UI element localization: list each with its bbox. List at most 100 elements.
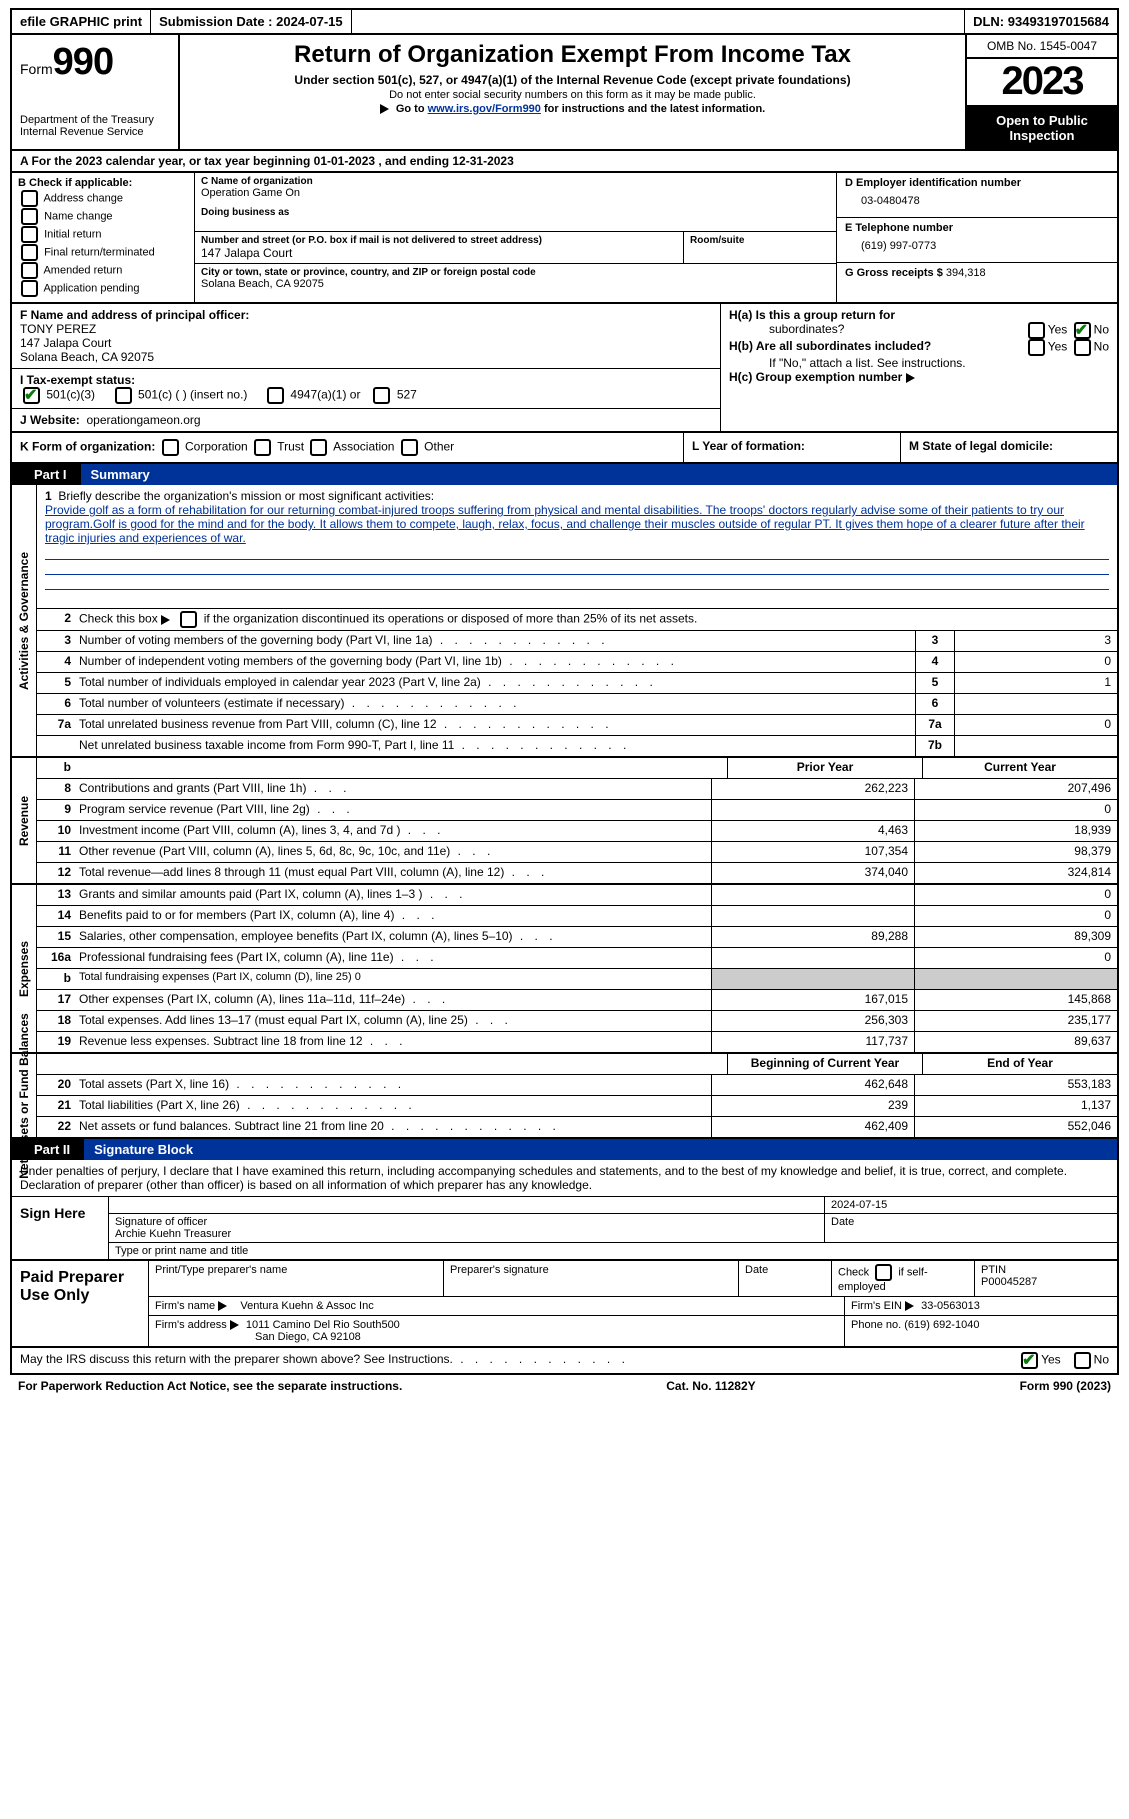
checkbox-name-change[interactable] [21,208,38,225]
section-bcd: B Check if applicable: Address change Na… [10,173,1119,304]
summary-line: 22Net assets or fund balances. Subtract … [37,1117,1117,1137]
checkbox-501c3[interactable] [23,387,40,404]
checkbox-4947[interactable] [267,387,284,404]
dept-treasury: Department of the Treasury Internal Reve… [20,114,170,138]
section-fhij: F Name and address of principal officer:… [10,304,1119,433]
checkbox-501c[interactable] [115,387,132,404]
header-middle: Return of Organization Exempt From Incom… [180,35,967,149]
sign-here-block: Sign Here 2024-07-15 Signature of office… [10,1197,1119,1261]
header-left: Form990 Department of the Treasury Inter… [12,35,180,149]
checkbox-hb-no[interactable] [1074,339,1091,356]
summary-line: 16aProfessional fundraising fees (Part I… [37,948,1117,969]
sign-here-label: Sign Here [12,1197,109,1259]
omb-number: OMB No. 1545-0047 [967,35,1117,59]
checkbox-corp[interactable] [162,439,179,456]
net-assets-section: Net Assets or Fund Balances Beginning of… [10,1054,1119,1139]
form-subtitle-3: Go to www.irs.gov/Form990 for instructio… [190,103,955,115]
summary-line: 14Benefits paid to or for members (Part … [37,906,1117,927]
checkbox-final-return[interactable] [21,244,38,261]
summary-line: 13Grants and similar amounts paid (Part … [37,885,1117,906]
column-b: B Check if applicable: Address change Na… [12,173,195,302]
section-h: H(a) Is this a group return for subordin… [721,304,1117,431]
signature-intro: Under penalties of perjury, I declare th… [10,1160,1119,1197]
vtab-governance: Activities & Governance [12,485,37,756]
street-cell: Number and street (or P.O. box if mail i… [195,232,684,263]
city-cell: City or town, state or province, country… [195,264,836,293]
form-990-page: efile GRAPHIC print Submission Date : 20… [0,0,1129,1405]
checkbox-assoc[interactable] [310,439,327,456]
arrow-icon [906,373,915,383]
column-c: C Name of organization Operation Game On… [195,173,837,302]
row-l: L Year of formation: [684,433,901,462]
form-number: Form990 [20,41,170,84]
checkbox-527[interactable] [373,387,390,404]
may-discuss-row: May the IRS discuss this return with the… [10,1348,1119,1375]
cat-number: Cat. No. 11282Y [666,1379,755,1393]
form-title: Return of Organization Exempt From Incom… [190,41,955,69]
year-header-row: b Prior Year Current Year [37,758,1117,779]
arrow-icon [380,104,389,114]
dln: DLN: 93493197015684 [965,10,1117,33]
governance-section: Activities & Governance 1 Briefly descri… [10,485,1119,758]
arrow-icon [218,1301,227,1311]
form-footer: Form 990 (2023) [1020,1379,1111,1393]
preparer-block: Paid Preparer Use Only Print/Type prepar… [10,1261,1119,1348]
part-2-header: Part II Signature Block [10,1139,1119,1160]
summary-line: 20Total assets (Part X, line 16)462,6485… [37,1075,1117,1096]
checkbox-other[interactable] [401,439,418,456]
suite-cell: Room/suite [684,232,836,263]
submission-date: Submission Date : 2024-07-15 [151,10,352,33]
checkbox-ha-yes[interactable] [1028,322,1045,339]
arrow-icon [905,1301,914,1311]
summary-line: 4Number of independent voting members of… [37,652,1117,673]
summary-line: 3Number of voting members of the governi… [37,631,1117,652]
org-name-cell: C Name of organization Operation Game On… [195,173,836,232]
ein-cell: D Employer identification number 03-0480… [837,173,1117,218]
top-bar: efile GRAPHIC print Submission Date : 20… [10,8,1119,35]
row-m: M State of legal domicile: [901,433,1117,462]
mission-block: 1 Briefly describe the organization's mi… [37,485,1117,609]
phone-cell: E Telephone number (619) 997-0773 [837,218,1117,263]
part-1-box: Part I [12,464,81,485]
summary-line: 2Check this box if the organization disc… [37,609,1117,631]
form-header: Form990 Department of the Treasury Inter… [10,35,1119,151]
preparer-label: Paid Preparer Use Only [12,1261,149,1346]
summary-line: 11Other revenue (Part VIII, column (A), … [37,842,1117,863]
vtab-net: Net Assets or Fund Balances [12,1054,37,1137]
checkbox-trust[interactable] [254,439,271,456]
checkbox-self-employed[interactable] [875,1264,892,1281]
summary-line: Net unrelated business taxable income fr… [37,736,1117,756]
col-b-header: B Check if applicable: [18,177,188,189]
vtab-revenue: Revenue [12,758,37,883]
summary-line: 6Total number of volunteers (estimate if… [37,694,1117,715]
summary-line: 12Total revenue—add lines 8 through 11 (… [37,863,1117,883]
checkbox-amended[interactable] [21,262,38,279]
summary-line: 19Revenue less expenses. Subtract line 1… [37,1032,1117,1052]
expenses-section: Expenses 13Grants and similar amounts pa… [10,885,1119,1054]
checkbox-address-change[interactable] [21,190,38,207]
checkbox-discuss-no[interactable] [1074,1352,1091,1369]
irs-link[interactable]: www.irs.gov/Form990 [428,103,541,115]
checkbox-hb-yes[interactable] [1028,339,1045,356]
summary-line: 5Total number of individuals employed in… [37,673,1117,694]
checkbox-initial-return[interactable] [21,226,38,243]
net-header-row: Beginning of Current Year End of Year [37,1054,1117,1075]
summary-line: 10Investment income (Part VIII, column (… [37,821,1117,842]
footer-row: For Paperwork Reduction Act Notice, see … [10,1375,1119,1397]
checkbox-discuss-yes[interactable] [1021,1352,1038,1369]
section-klm: K Form of organization: Corporation Trus… [10,433,1119,464]
part-2-title: Signature Block [84,1139,1117,1160]
checkbox-ha-no[interactable] [1074,322,1091,339]
public-inspection: Open to Public Inspection [967,107,1117,149]
tax-status-cell: I Tax-exempt status: 501(c)(3) 501(c) ( … [12,369,720,409]
arrow-icon [230,1320,239,1330]
checkbox-pending[interactable] [21,280,38,297]
summary-line: 15Salaries, other compensation, employee… [37,927,1117,948]
top-bar-spacer [352,10,965,33]
header-right: OMB No. 1545-0047 2023 Open to Public In… [967,35,1117,149]
tax-year: 2023 [967,59,1117,107]
summary-line: 17Other expenses (Part IX, column (A), l… [37,990,1117,1011]
revenue-section: Revenue b Prior Year Current Year 8Contr… [10,758,1119,885]
gross-cell: G Gross receipts $ 394,318 [837,263,1117,302]
website-cell: J Website: operationgameon.org [12,409,720,431]
